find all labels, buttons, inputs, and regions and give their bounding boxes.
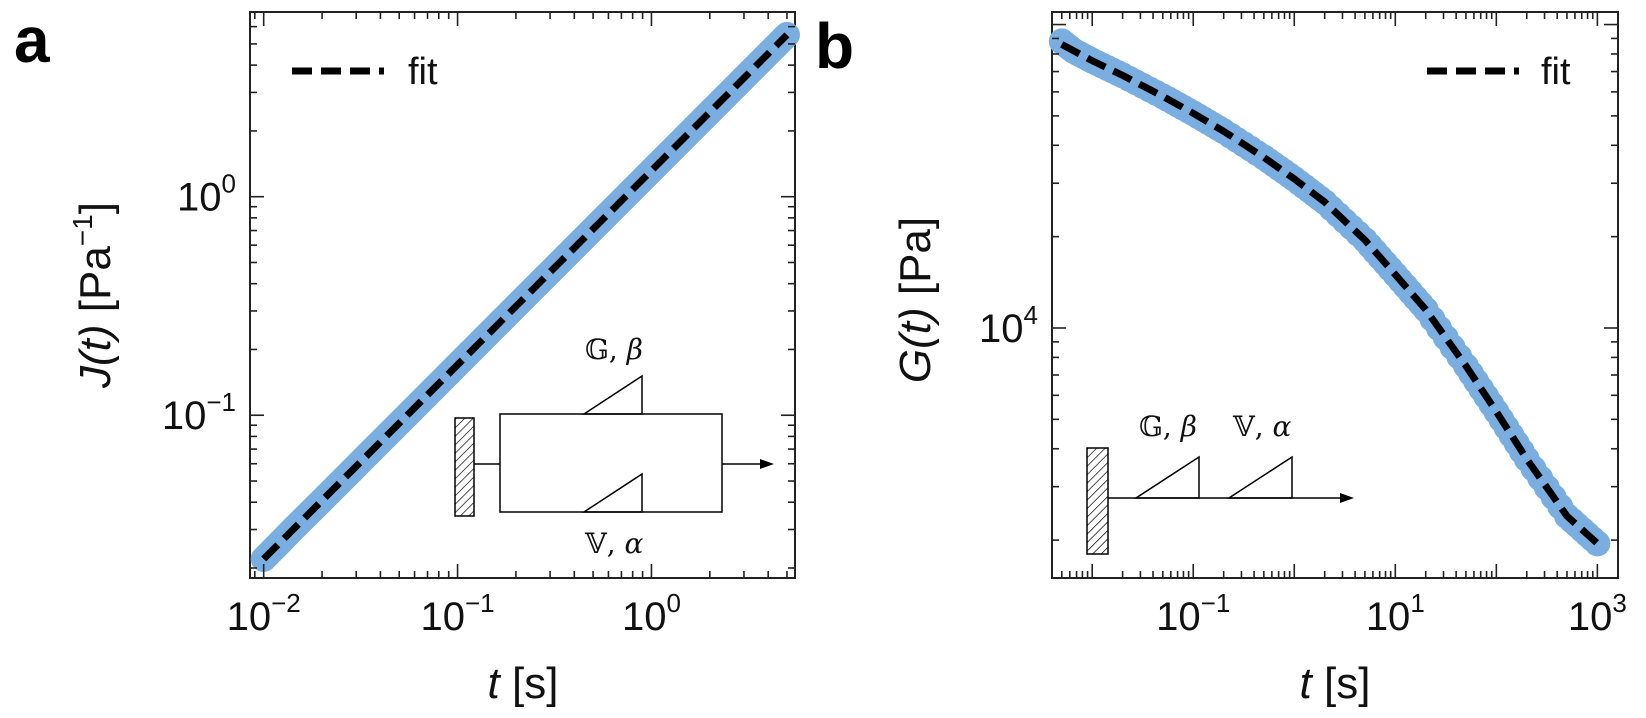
panel-a-springpot-bottom-icon: [581, 472, 643, 513]
panel-a-y-tick-label: 100: [177, 169, 236, 220]
panel-b-springpot-2-icon: [1226, 455, 1293, 499]
panel-b-fit-line: [1060, 41, 1600, 547]
panel-b-ylabel-var: G(t): [891, 307, 940, 383]
panel-b-x-axis-title: t [s]: [1300, 659, 1371, 708]
panel-a-ylabel-var: J(t): [71, 324, 120, 389]
panel-a-ticks: 10−2 10−1 100 10−1 100: [162, 11, 795, 639]
panel-b-inset-label-1: 𝔾, β: [1139, 410, 1197, 443]
panel-b-legend-label: fit: [1541, 51, 1571, 93]
panel-b-frame: [1051, 11, 1619, 579]
panel-b-wall-icon: [1086, 447, 1109, 555]
panel-b-x-tick-label: 101: [1366, 588, 1425, 639]
panel-b-xlabel-unit: [s]: [1312, 659, 1371, 708]
panel-a-springpot-top-icon: [581, 374, 643, 415]
panel-a-x-tick-label: 10−1: [420, 588, 494, 639]
panel-a-frame: [249, 11, 796, 579]
panel-a-ylabel-exp: −1: [67, 214, 98, 246]
panel-a-xlabel-unit: [s]: [500, 659, 559, 708]
panel-a-ylabel-unit: [Pa: [71, 246, 120, 325]
panel-a-y-tick-label: 10−1: [162, 387, 236, 438]
panel-a-plot: 10−2 10−1 100 10−1 100 fit t [s] J(t) [Pa−1]…: [67, 11, 800, 708]
panel-b-ylabel-unit: [Pa]: [891, 217, 940, 308]
panel-a-inset-diagram: 𝔾, β 𝕍, α: [454, 333, 774, 560]
panel-b-x-tick-label: 10−1: [1156, 588, 1230, 639]
panel-label-b: b: [815, 10, 854, 82]
panel-a-x-tick-label: 10−2: [227, 588, 301, 639]
panel-a-ylabel-close: ]: [71, 202, 120, 214]
panel-b-springpot-1-icon: [1133, 455, 1200, 499]
panel-label-a: a: [14, 4, 50, 76]
panel-a-x-tick-label: 100: [622, 588, 681, 639]
panel-a-x-axis-title: t [s]: [488, 659, 559, 708]
panel-b-plot: 10−1 101 103 104 fit t [s] G(t) [Pa] 𝔾, β 𝕍…: [891, 11, 1627, 708]
panel-b-fit-line-group: [1060, 41, 1600, 547]
panel-b-xlabel-var: t: [1300, 659, 1314, 708]
panel-b-y-axis-title: G(t) [Pa]: [891, 217, 940, 383]
panel-a-wall-icon: [454, 417, 475, 517]
panel-a-parallel-frame: [499, 413, 723, 513]
panel-b-ticks: 10−1 101 103 104: [979, 12, 1627, 639]
panel-b-inset-diagram: 𝔾, β 𝕍, α: [1086, 410, 1354, 555]
panel-a-fit-line-group: [261, 32, 790, 562]
panel-a-legend-label: fit: [408, 51, 438, 93]
panel-a-xlabel-var: t: [488, 659, 502, 708]
panel-a-inset-bottom-label: 𝕍, α: [584, 527, 644, 560]
panel-b-data-marks: [1048, 28, 1611, 557]
panel-a-y-axis-title: J(t) [Pa−1]: [67, 202, 120, 389]
panel-b-y-tick-label: 104: [979, 300, 1038, 351]
panel-b-x-tick-label: 103: [1568, 588, 1627, 639]
panel-b-arrow-icon: [1340, 493, 1354, 503]
panel-a-inset-top-label: 𝔾, β: [585, 333, 643, 366]
panel-b-inset-label-2: 𝕍, α: [1232, 410, 1292, 443]
panel-a-fit-line: [261, 32, 790, 562]
panel-a-arrow-icon: [760, 459, 774, 469]
